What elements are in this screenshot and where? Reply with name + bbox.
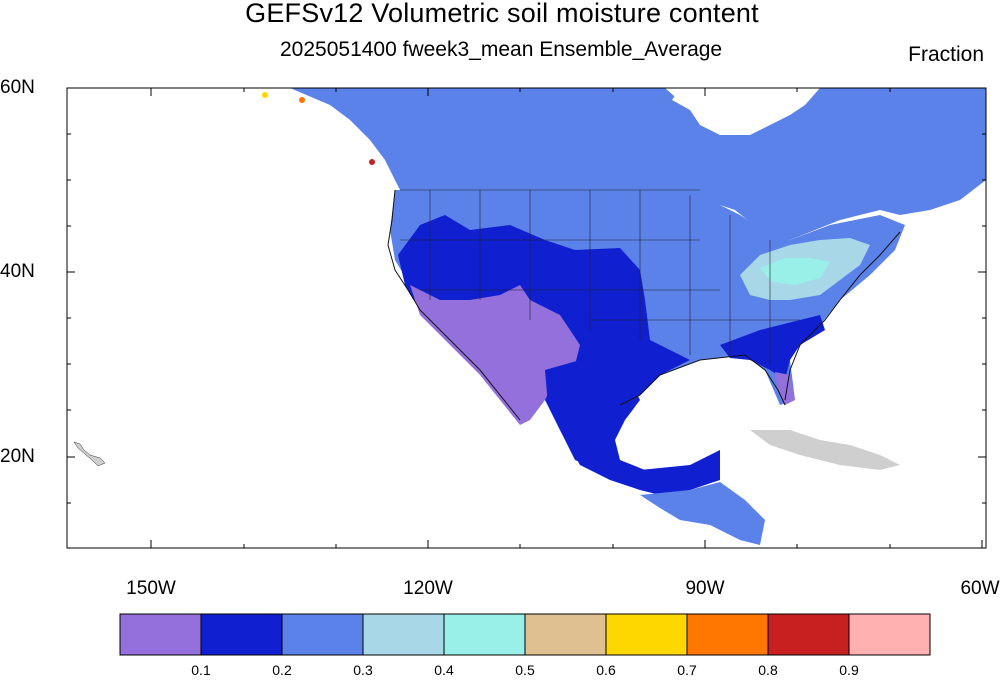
colorbar-label: 0.4 [434, 662, 454, 678]
colorbar-swatch [281, 613, 364, 656]
state-lines [400, 189, 800, 365]
alaska-hotspot-3 [369, 159, 375, 165]
colorbar-label: 0.5 [515, 662, 535, 678]
colorbar-swatch [524, 613, 607, 656]
map-field [73, 88, 986, 545]
colorbar-label: 0.7 [677, 662, 697, 678]
lon-label-150w: 150W [126, 578, 176, 599]
colorbar-swatch [767, 613, 850, 656]
colorbar-swatch [119, 613, 202, 656]
lon-label-120w: 120W [403, 578, 453, 599]
colorbar [119, 613, 931, 656]
east-coastline [784, 231, 901, 401]
axis-ticks [67, 87, 986, 548]
lat-label-40n: 40N [0, 261, 35, 282]
map-title: GEFSv12 Volumetric soil moisture content [245, 0, 759, 28]
alaska-hotspot-1 [262, 92, 268, 98]
alaska-hotspot-2 [299, 97, 305, 103]
colorbar-label: 0.9 [839, 662, 859, 678]
colorbar-label: 0.3 [353, 662, 373, 678]
colorbar-label: 0.1 [191, 662, 211, 678]
gulf-coastline [619, 354, 786, 406]
colorbar-swatch [443, 613, 526, 656]
region-central-america [640, 482, 765, 545]
region-canada [290, 88, 986, 240]
lon-label-90w: 90W [685, 578, 725, 599]
caribbean-islands [750, 430, 900, 470]
colorbar-label: 0.6 [596, 662, 616, 678]
colorbar-swatch [200, 613, 283, 656]
lat-label-20n: 20N [0, 446, 35, 467]
colorbar-swatch [686, 613, 769, 656]
colorbar-swatch [362, 613, 445, 656]
map-subtitle: 2025051400 fweek3_mean Ensemble_Average [280, 38, 723, 61]
west-coastline [387, 189, 521, 421]
region-mexico [545, 360, 720, 495]
region-southwest-purple [410, 285, 580, 425]
colorbar-swatch [848, 613, 931, 656]
region-florida [775, 372, 795, 405]
units-label: Fraction [908, 43, 984, 66]
lat-label-60n: 60N [0, 77, 35, 98]
colorbar-label: 0.8 [758, 662, 778, 678]
colorbar-swatch [605, 613, 688, 656]
colorbar-label: 0.2 [272, 662, 292, 678]
region-southeast-dark [720, 315, 825, 380]
hawaii-islands [73, 441, 106, 467]
region-northeast-cyan [760, 258, 830, 285]
lon-label-60w: 60W [960, 578, 1000, 599]
hudson-bay [665, 88, 820, 135]
